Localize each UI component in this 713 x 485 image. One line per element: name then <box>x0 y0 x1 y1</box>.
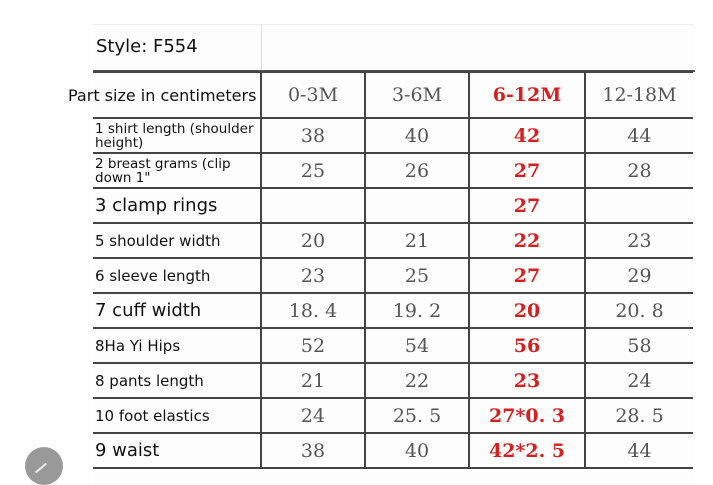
header-row: Part size in centimeters 0-3M 3-6M 6-12M… <box>68 71 693 119</box>
size-header-highlighted: 6-12M <box>468 71 586 119</box>
measurement-cell <box>364 187 470 224</box>
measurement-cell: 27 <box>468 152 586 189</box>
measurement-cell: 52 <box>260 327 366 364</box>
table-row: 10 foot elastics 24 25. 5 27*0. 3 28. 5 <box>93 397 693 434</box>
measurement-cell: 20 <box>468 292 586 329</box>
part-label: 10 foot elastics <box>93 397 262 434</box>
measurement-cell: 26 <box>364 152 470 189</box>
table-row: 5 shoulder width 20 21 22 23 <box>93 222 693 259</box>
measurement-cell: 28 <box>584 152 693 189</box>
measurement-cell: 38 <box>260 432 366 469</box>
measurement-cell: 18. 4 <box>260 292 366 329</box>
divider <box>261 24 262 70</box>
part-label: 3 clamp rings <box>93 187 262 224</box>
size-header: 3-6M <box>364 71 470 119</box>
part-label: 5 shoulder width <box>93 222 262 259</box>
measurement-cell: 23 <box>260 257 366 294</box>
measurement-cell <box>260 187 366 224</box>
measurement-cell: 24 <box>260 397 366 434</box>
part-label: 1 shirt length (shoulder height) <box>93 117 262 154</box>
size-table: Part size in centimeters 0-3M 3-6M 6-12M… <box>68 71 693 469</box>
style-row: Style: F554 <box>93 24 695 72</box>
measurement-cell: 25 <box>364 257 470 294</box>
measurement-cell: 23 <box>584 222 693 259</box>
table-row: 8 pants length 21 22 23 24 <box>93 362 693 399</box>
measurement-cell: 40 <box>364 117 470 154</box>
table-row: 3 clamp rings 27 <box>93 187 693 224</box>
size-header: 12-18M <box>584 71 693 119</box>
measurement-cell: 23 <box>468 362 586 399</box>
measurement-cell: 29 <box>584 257 693 294</box>
header-label-cell: Part size in centimeters <box>68 71 262 119</box>
measurement-cell: 25. 5 <box>364 397 470 434</box>
floating-button[interactable] <box>25 447 63 485</box>
part-label: 8Ha Yi Hips <box>93 327 262 364</box>
part-label: 8 pants length <box>93 362 262 399</box>
measurement-cell: 20. 8 <box>584 292 693 329</box>
size-header: 0-3M <box>260 71 366 119</box>
measurement-cell: 22 <box>364 362 470 399</box>
measurement-cell <box>584 187 693 224</box>
measurement-cell: 27 <box>468 257 586 294</box>
measurement-cell: 42 <box>468 117 586 154</box>
measurement-cell: 54 <box>364 327 470 364</box>
measurement-cell: 40 <box>364 432 470 469</box>
measurement-cell: 38 <box>260 117 366 154</box>
measurement-cell: 27 <box>468 187 586 224</box>
measurement-cell: 22 <box>468 222 586 259</box>
measurement-cell: 44 <box>584 432 693 469</box>
measurement-cell: 20 <box>260 222 366 259</box>
table-row: 1 shirt length (shoulder height) 38 40 42 44 <box>93 117 693 154</box>
part-label: 9 waist <box>93 432 262 469</box>
measurement-cell: 58 <box>584 327 693 364</box>
measurement-cell: 27*0. 3 <box>468 397 586 434</box>
measurement-cell: 44 <box>584 117 693 154</box>
measurement-cell: 56 <box>468 327 586 364</box>
table-row: 7 cuff width 18. 4 19. 2 20 20. 8 <box>93 292 693 329</box>
measurement-cell: 21 <box>364 222 470 259</box>
part-label: 7 cuff width <box>93 292 262 329</box>
part-label: 2 breast grams (clip down 1" <box>93 152 262 189</box>
measurement-cell: 24 <box>584 362 693 399</box>
measurement-cell: 19. 2 <box>364 292 470 329</box>
table-row: 8Ha Yi Hips 52 54 56 58 <box>93 327 693 364</box>
table-row: 9 waist 38 40 42*2. 5 44 <box>93 432 693 469</box>
measurement-cell: 21 <box>260 362 366 399</box>
table-row: 2 breast grams (clip down 1" 25 26 27 28 <box>93 152 693 189</box>
measurement-cell: 28. 5 <box>584 397 693 434</box>
measurement-cell: 25 <box>260 152 366 189</box>
header-label: Part size in centimeters <box>68 86 257 105</box>
part-label: 6 sleeve length <box>93 257 262 294</box>
table-row: 6 sleeve length 23 25 27 29 <box>93 257 693 294</box>
measurement-cell: 42*2. 5 <box>468 432 586 469</box>
style-label: Style: F554 <box>96 36 198 57</box>
